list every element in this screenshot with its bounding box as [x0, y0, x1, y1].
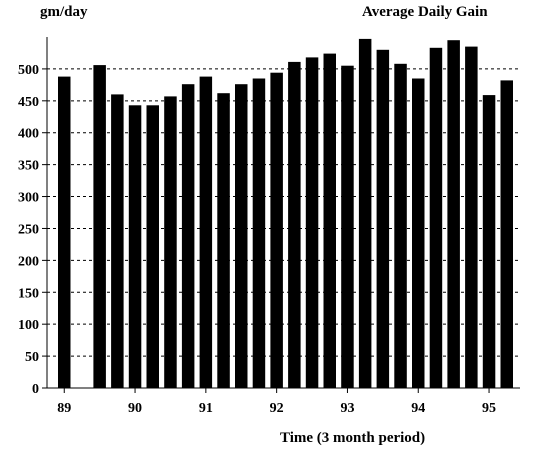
bar [288, 61, 301, 389]
y-axis-label: gm/day [40, 4, 88, 20]
chart-title: Average Daily Gain [362, 4, 488, 20]
bar [199, 76, 213, 388]
y-tick-label: 350 [18, 159, 39, 174]
x-axis-label: Time (3 month period) [280, 430, 426, 446]
bar [58, 76, 71, 388]
bar [429, 47, 443, 389]
bar [341, 65, 354, 388]
y-tick-label: 150 [18, 286, 39, 301]
y-tick-label: 400 [18, 127, 39, 142]
bar [465, 46, 478, 388]
bar [164, 96, 177, 389]
bar [217, 93, 230, 388]
x-tick-label: 94 [411, 401, 425, 416]
bar [412, 78, 425, 388]
bar [500, 80, 513, 389]
bar [482, 95, 496, 388]
x-tick-label: 95 [482, 401, 496, 416]
x-tick-label: 93 [340, 401, 354, 416]
y-tick-label: 50 [25, 350, 39, 365]
bar [252, 78, 266, 388]
x-tick-label: 91 [199, 401, 213, 416]
y-tick-label: 100 [18, 318, 39, 333]
y-tick-label: 0 [32, 382, 39, 397]
bar [146, 105, 159, 389]
bar [128, 105, 142, 389]
y-tick-label: 450 [18, 95, 39, 110]
bar [394, 63, 407, 389]
bar [358, 38, 372, 389]
bar [323, 53, 336, 388]
bar [376, 49, 390, 389]
y-tick-label: 500 [18, 63, 39, 78]
bar [305, 57, 319, 389]
x-tick-label: 90 [128, 401, 142, 416]
bar [447, 40, 460, 388]
bar [111, 94, 124, 389]
x-tick-label: 89 [57, 401, 71, 416]
x-tick-label: 92 [270, 401, 284, 416]
y-tick-label: 200 [18, 254, 39, 269]
bar [235, 84, 248, 388]
bar [181, 84, 195, 388]
y-tick-label: 300 [18, 191, 39, 206]
y-tick-label: 250 [18, 222, 39, 237]
bar [270, 72, 283, 388]
bar [93, 65, 106, 388]
